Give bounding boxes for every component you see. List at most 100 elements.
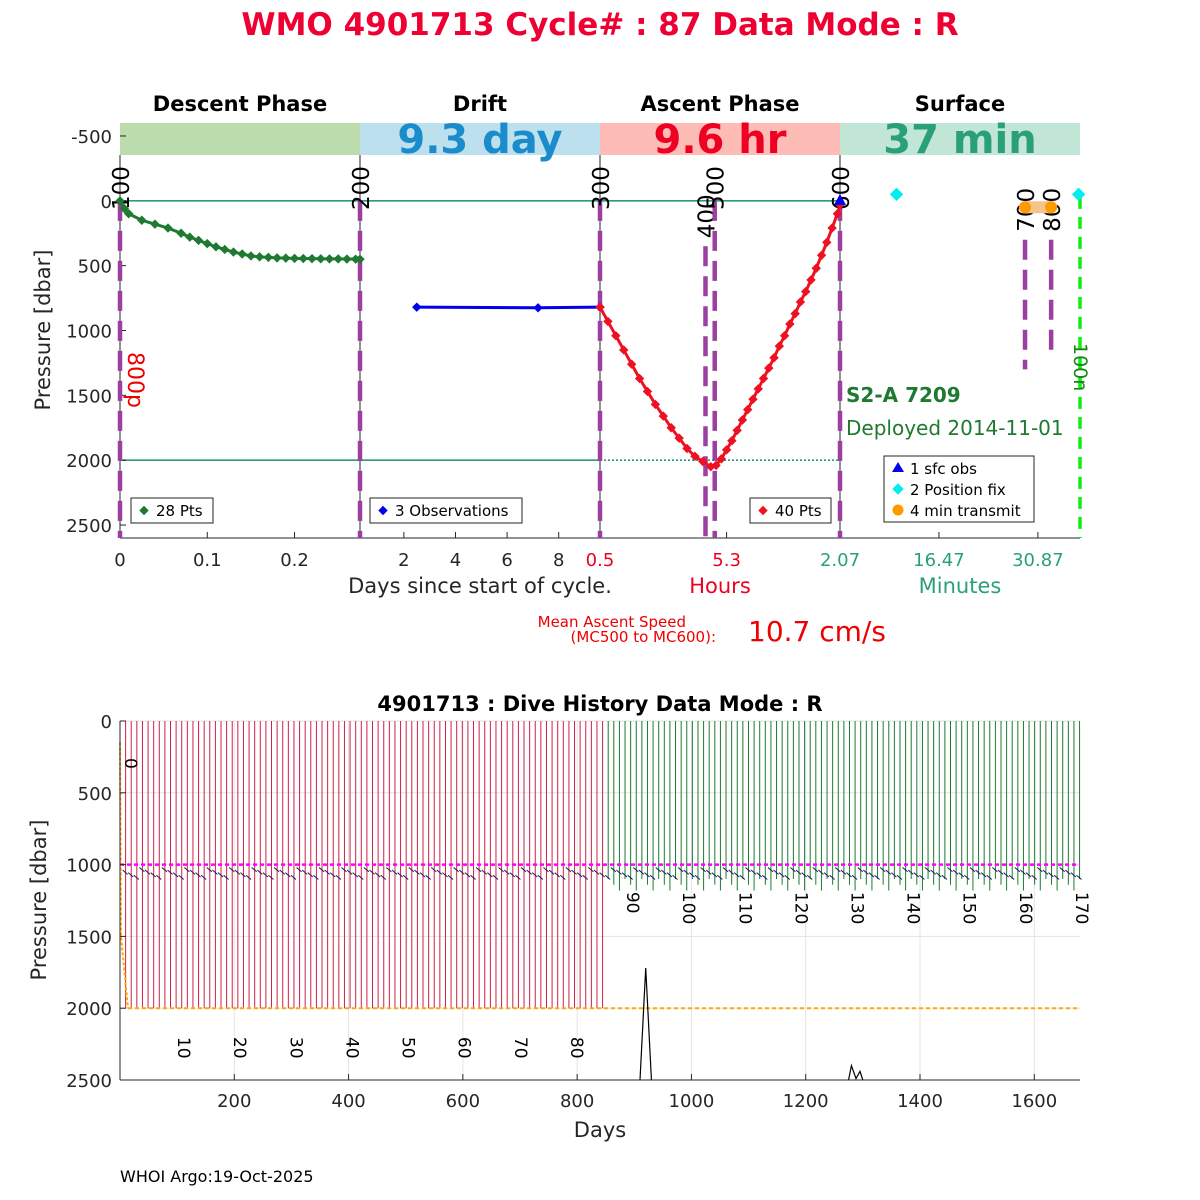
drift-mark: [728, 869, 734, 875]
data-point: [795, 297, 806, 307]
x-axis-label: Days: [574, 1118, 626, 1142]
pressure-spike: [847, 1063, 864, 1081]
legend-text: 3 Observations: [395, 502, 509, 520]
drift-mark: [273, 867, 280, 873]
cycle-label: 80: [566, 1037, 586, 1059]
surface-edge-label: 100n: [1069, 343, 1091, 391]
drift-mark: [419, 872, 426, 878]
drift-mark: [307, 872, 314, 878]
x-tick-label: 0.5: [586, 550, 615, 571]
drift-mark: [391, 869, 398, 875]
drift-mark: [846, 872, 852, 878]
data-point: [263, 252, 274, 263]
drift-mark: [256, 869, 263, 875]
drift-mark: [795, 869, 802, 875]
drift-mark: [475, 867, 482, 873]
data-point: [732, 425, 742, 436]
data-point: [228, 247, 239, 257]
drift-mark: [571, 869, 577, 875]
drift-mark: [526, 869, 532, 875]
figure-title: WMO 4901713 Cycle# : 87 Data Mode : R: [241, 7, 958, 43]
cycle-label: 150: [959, 892, 979, 924]
drift-mark: [593, 869, 600, 875]
drift-mark: [374, 872, 381, 878]
drift-mark: [616, 869, 622, 875]
dive-history-chart: 4901713 : Dive History Data Mode : R 10 20…: [27, 692, 1091, 1142]
phase-heading: Drift: [453, 92, 507, 116]
drift-mark: [761, 874, 768, 880]
data-point: [342, 254, 352, 264]
drift-mark: [380, 874, 387, 880]
position-fix-marker: [889, 187, 904, 202]
legend-marker: [139, 505, 149, 516]
data-point: [193, 235, 204, 246]
data-point: [764, 363, 774, 373]
x-tick-label: 1000: [669, 1091, 715, 1112]
drift-mark: [705, 869, 712, 875]
data-point: [806, 275, 816, 285]
drift-mark: [969, 867, 976, 873]
drift-mark: [127, 872, 134, 878]
drift-mark: [952, 869, 959, 875]
legend-text: 28 Pts: [156, 502, 203, 520]
drift-mark: [1042, 869, 1049, 875]
drift-mark: [930, 869, 936, 875]
drift-mark: [963, 874, 970, 880]
drift-mark: [621, 872, 628, 878]
data-point: [727, 436, 737, 446]
y-tick-label: 1500: [66, 927, 112, 948]
drift-mark: [829, 874, 835, 880]
x-tick-label: 5.3: [712, 550, 741, 571]
drift-mark: [627, 874, 633, 880]
transmit-marker: [1019, 201, 1032, 214]
cycle-label: 120: [790, 892, 810, 924]
data-point: [307, 253, 317, 264]
x-tick-label: 0.2: [280, 550, 309, 571]
drift-mark: [672, 874, 678, 880]
drift-mark: [677, 867, 684, 873]
drift-mark: [200, 874, 207, 880]
drift-mark: [812, 867, 819, 873]
series-line: [598, 204, 842, 469]
data-point: [298, 253, 308, 264]
drift-mark: [947, 867, 953, 873]
drift-mark: [773, 869, 779, 875]
data-point: [324, 254, 335, 264]
drift-mark: [442, 872, 448, 878]
initial-dive-line: [119, 742, 129, 1009]
drift-mark: [823, 872, 830, 878]
position-fix-marker: [1071, 187, 1086, 202]
legend-marker: [892, 483, 904, 495]
y-tick-label: 1000: [66, 856, 112, 877]
cycle-label: 110: [734, 892, 754, 924]
data-point: [822, 237, 832, 248]
data-point: [742, 404, 753, 415]
data-point: [666, 423, 676, 433]
drift-mark: [834, 867, 841, 873]
drift-mark: [745, 867, 751, 873]
drift-mark: [1020, 869, 1026, 875]
data-point: [533, 303, 543, 313]
drift-mark: [408, 867, 415, 873]
drift-mark: [1003, 872, 1009, 878]
data-point: [595, 302, 605, 312]
data-point: [137, 215, 147, 225]
data-point: [119, 203, 130, 214]
drift-mark: [588, 867, 594, 873]
drift-mark: [941, 874, 948, 880]
y-axis-label: Pressure [dbar]: [31, 250, 55, 411]
drift-mark: [840, 869, 847, 875]
data-point: [816, 250, 827, 260]
data-point: [611, 330, 621, 341]
drift-mark: [733, 872, 740, 878]
drift-mark: [992, 867, 998, 873]
x-axis-label: Days since start of cycle.: [348, 574, 612, 598]
drift-mark: [997, 869, 1004, 875]
data-point: [682, 443, 692, 454]
x-tick-label: 1200: [783, 1091, 829, 1112]
drift-mark: [397, 872, 403, 878]
data-point: [832, 209, 843, 219]
cycle-label: 100: [678, 892, 698, 924]
drift-mark: [341, 867, 347, 873]
data-point: [753, 384, 763, 394]
